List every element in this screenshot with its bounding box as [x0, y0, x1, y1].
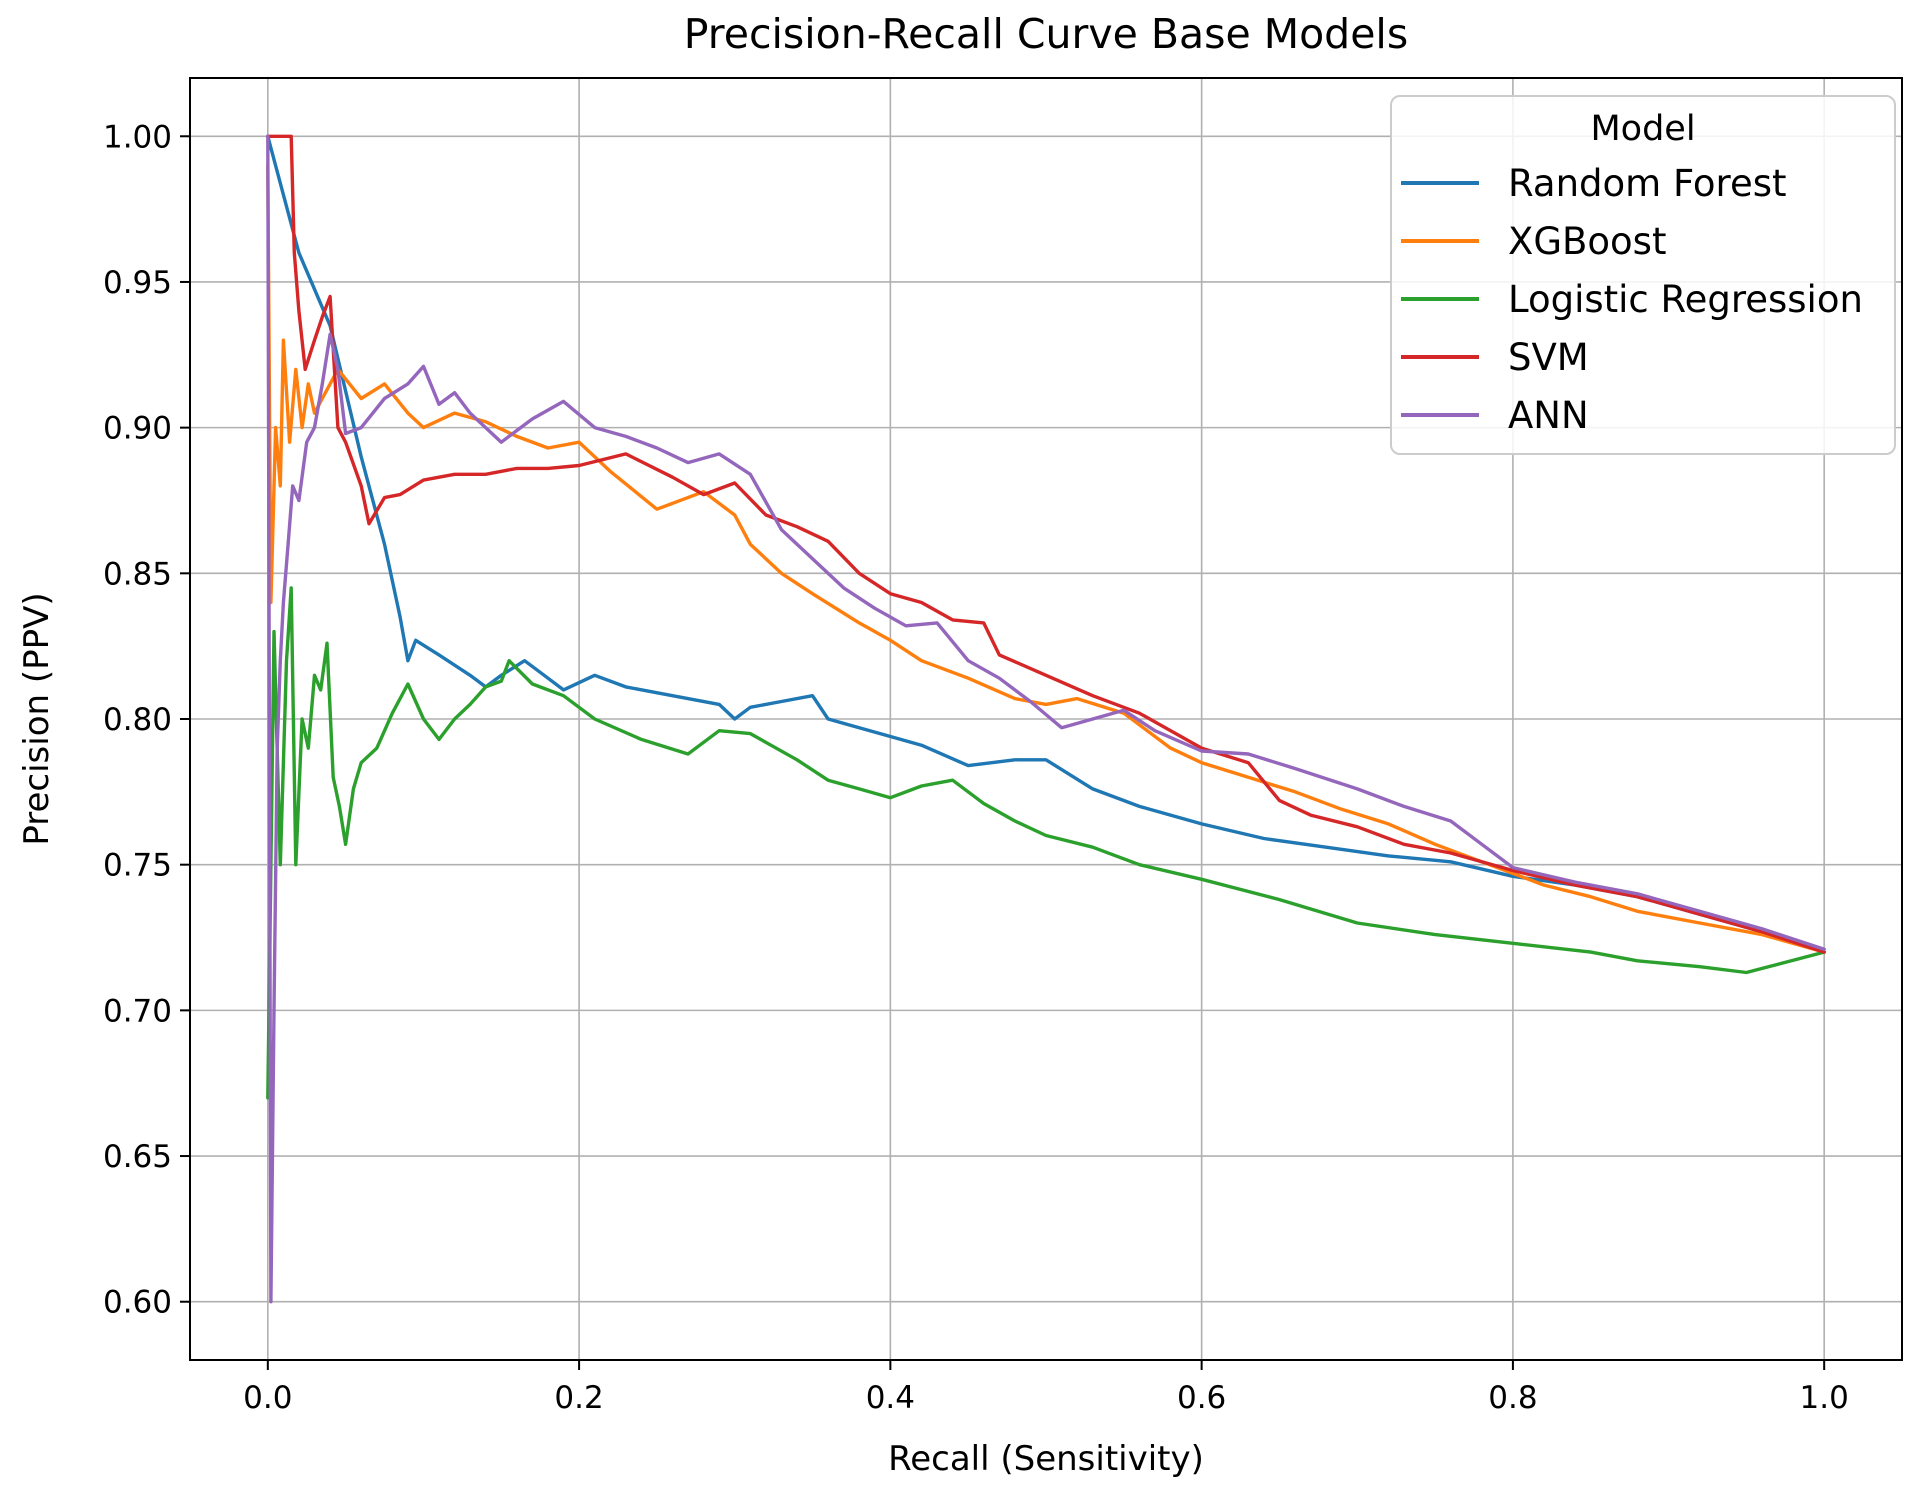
- legend-label-logistic-regression: Logistic Regression: [1508, 278, 1863, 321]
- legend-box: [1390, 95, 1896, 455]
- x-tick-label: 0.4: [866, 1380, 915, 1416]
- x-tick-label: 0.6: [1177, 1380, 1226, 1416]
- y-tick-label: 0.85: [103, 556, 172, 592]
- x-tick-label: 0.2: [554, 1380, 603, 1416]
- series-line-xgboost: [266, 163, 1826, 954]
- y-tick-label: 0.95: [103, 265, 172, 301]
- x-tick-label: 1.0: [1800, 1380, 1849, 1416]
- y-axis-ticks: 0.60 0.65 0.70 0.75 0.80 0.85 0.90 0.95 1.00: [103, 119, 190, 1321]
- series-lines: [266, 134, 1826, 1304]
- x-axis-label: Recall (Sensitivity): [888, 1439, 1204, 1479]
- y-tick-label: 0.60: [103, 1285, 172, 1321]
- series-line-random-forest: [266, 134, 1826, 954]
- series-line-logistic-regression: [266, 586, 1826, 1100]
- legend-label-svm: SVM: [1508, 336, 1589, 379]
- y-tick-label: 0.65: [103, 1139, 172, 1175]
- y-tick-label: 0.75: [103, 848, 172, 884]
- y-axis-label: Precision (PPV): [17, 592, 57, 845]
- legend: Model Random Forest XGBoost Logistic Regre…: [1390, 95, 1896, 455]
- grid-lines: [190, 78, 1902, 1360]
- legend-title: Model: [1590, 109, 1695, 149]
- x-axis-ticks: 0.0 0.2 0.4 0.6 0.8 1.0: [243, 1360, 1849, 1416]
- chart-title: Precision-Recall Curve Base Models: [684, 10, 1408, 58]
- y-tick-label: 0.70: [103, 993, 172, 1029]
- x-tick-label: 0.0: [243, 1380, 292, 1416]
- y-tick-label: 0.80: [103, 702, 172, 738]
- y-tick-label: 0.90: [103, 411, 172, 447]
- y-tick-label: 1.00: [103, 119, 172, 155]
- series-line-ann: [266, 134, 1826, 1304]
- legend-label-random-forest: Random Forest: [1508, 162, 1787, 205]
- legend-label-xgboost: XGBoost: [1508, 220, 1666, 263]
- legend-label-ann: ANN: [1508, 394, 1589, 437]
- series-line-svm: [266, 134, 1826, 954]
- x-tick-label: 0.8: [1488, 1380, 1537, 1416]
- legend-items: Random Forest XGBoost Logistic Regression S…: [1401, 162, 1863, 437]
